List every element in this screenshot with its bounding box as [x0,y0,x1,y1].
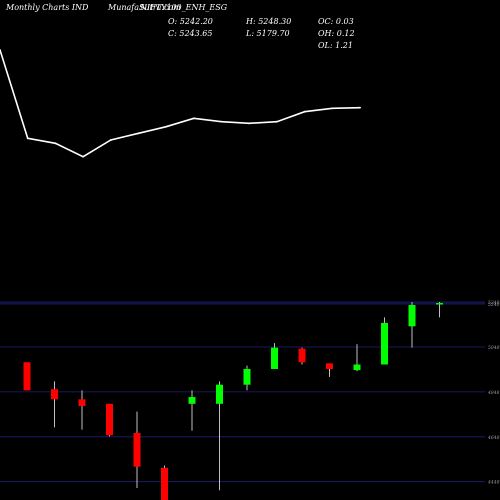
oh-value: OH: 0.12 [318,29,355,38]
line-series-path [0,49,361,158]
line-point [303,110,306,113]
y-tick-label: 4648 [487,435,500,441]
symbol-label: MunafaSutra.com [107,3,181,12]
high-value: H: 5248.30 [245,17,291,26]
line-point [165,125,168,128]
line-point [0,49,1,51]
candlestick-series [23,301,443,500]
open-value: O: 5242.20 [168,17,213,26]
y-tick-label: 5248 [488,300,500,306]
candle [326,363,333,377]
line-point [54,142,57,145]
candle-body [243,368,251,385]
oc-value: OC: 0.03 [318,17,354,26]
candle-body [51,389,58,400]
candle-body [78,399,86,407]
close-value: C: 5243.65 [168,29,212,38]
line-point [82,155,84,158]
line-point [109,139,112,141]
candle [243,365,251,391]
candle-body [353,364,361,371]
line-point [276,120,278,123]
line-point [26,137,29,140]
line-point [137,132,140,135]
candle-body [188,397,196,404]
candle [353,344,361,372]
line-point [192,117,195,120]
candle [188,390,196,431]
candle [298,347,306,365]
candle [106,403,113,437]
candle-body [408,304,416,327]
candle [133,411,141,488]
candle-body [298,348,306,363]
candle [271,343,278,369]
candle-body [381,322,388,365]
candle [161,465,168,500]
candle [78,390,86,430]
y-tick-label: 5240 [488,302,500,308]
y-tick-label: 4448 [487,480,500,486]
candle [216,381,223,491]
candle-body [436,303,443,305]
line-point [248,122,251,125]
candle-body [326,363,333,369]
candle [408,302,416,348]
candle-body [271,347,278,369]
low-value: L: 5179.70 [245,29,290,38]
line-series [0,49,361,158]
y-tick-label: 4848 [487,390,500,396]
line-point [359,106,361,109]
symbol-overlay-label: NIFTY100_ENH_ESG [139,3,228,12]
ol-value: OL: 1.21 [318,41,353,50]
candle [436,301,443,318]
candle-body [161,467,168,500]
candle-body [216,384,223,404]
line-point [220,120,223,123]
candle [51,381,58,428]
candle-body [133,432,141,467]
candle-body [106,403,113,436]
candle [23,362,31,391]
candle-body [23,362,31,391]
candle [381,317,388,365]
line-point [331,107,334,110]
chart-source-label: Monthly Charts IND [5,3,89,12]
y-tick-label: 5048 [488,345,500,351]
